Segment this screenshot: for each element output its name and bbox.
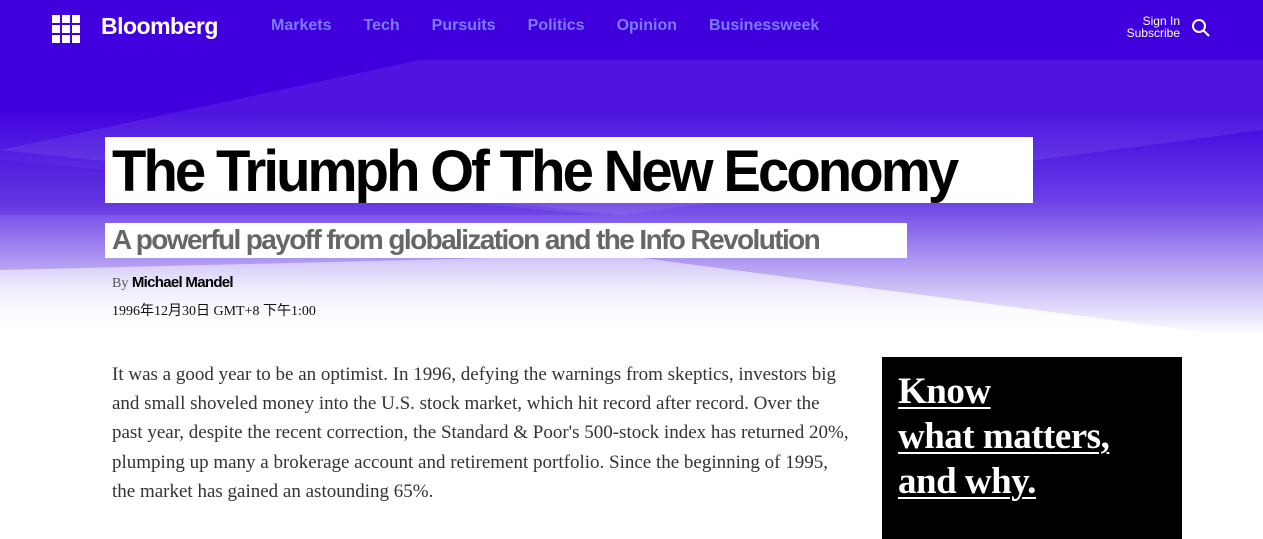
ad-line: Know [898,371,991,412]
ad-line: what matters, [898,416,1110,457]
subscribe-link[interactable]: Subscribe [1126,26,1180,40]
ad-line: and why. [898,461,1036,502]
search-icon[interactable] [1191,18,1211,38]
nav-tech[interactable]: Tech [363,17,400,34]
bloomberg-logo[interactable]: Bloomberg [101,13,218,39]
nav-markets[interactable]: Markets [271,17,332,34]
byline: By Michael Mandel [112,274,234,292]
title-background [105,137,1033,203]
author-link[interactable]: Michael Mandel [131,274,234,291]
sign-in-link[interactable]: Sign In [1142,14,1180,28]
subtitle-background [105,223,907,258]
publish-date: 1996年12月30日 GMT+8 下午1:00 [112,304,316,319]
menu-grid-icon[interactable] [52,15,80,43]
nav-pursuits[interactable]: Pursuits [431,17,496,34]
by-label: By [112,276,129,291]
article-title: The Triumph Of The New Economy [112,139,959,204]
nav-businessweek[interactable]: Businessweek [709,17,820,34]
nav-opinion[interactable]: Opinion [616,17,677,34]
top-nav: Bloomberg Markets Tech Pursuits Politics… [0,0,1263,56]
nav-politics[interactable]: Politics [527,17,585,34]
article-body: It was a good year to be an optimist. In… [112,364,849,502]
advertisement[interactable]: Know what matters, and why. [882,357,1182,539]
article-subtitle: A powerful payoff from globalization and… [112,224,821,255]
